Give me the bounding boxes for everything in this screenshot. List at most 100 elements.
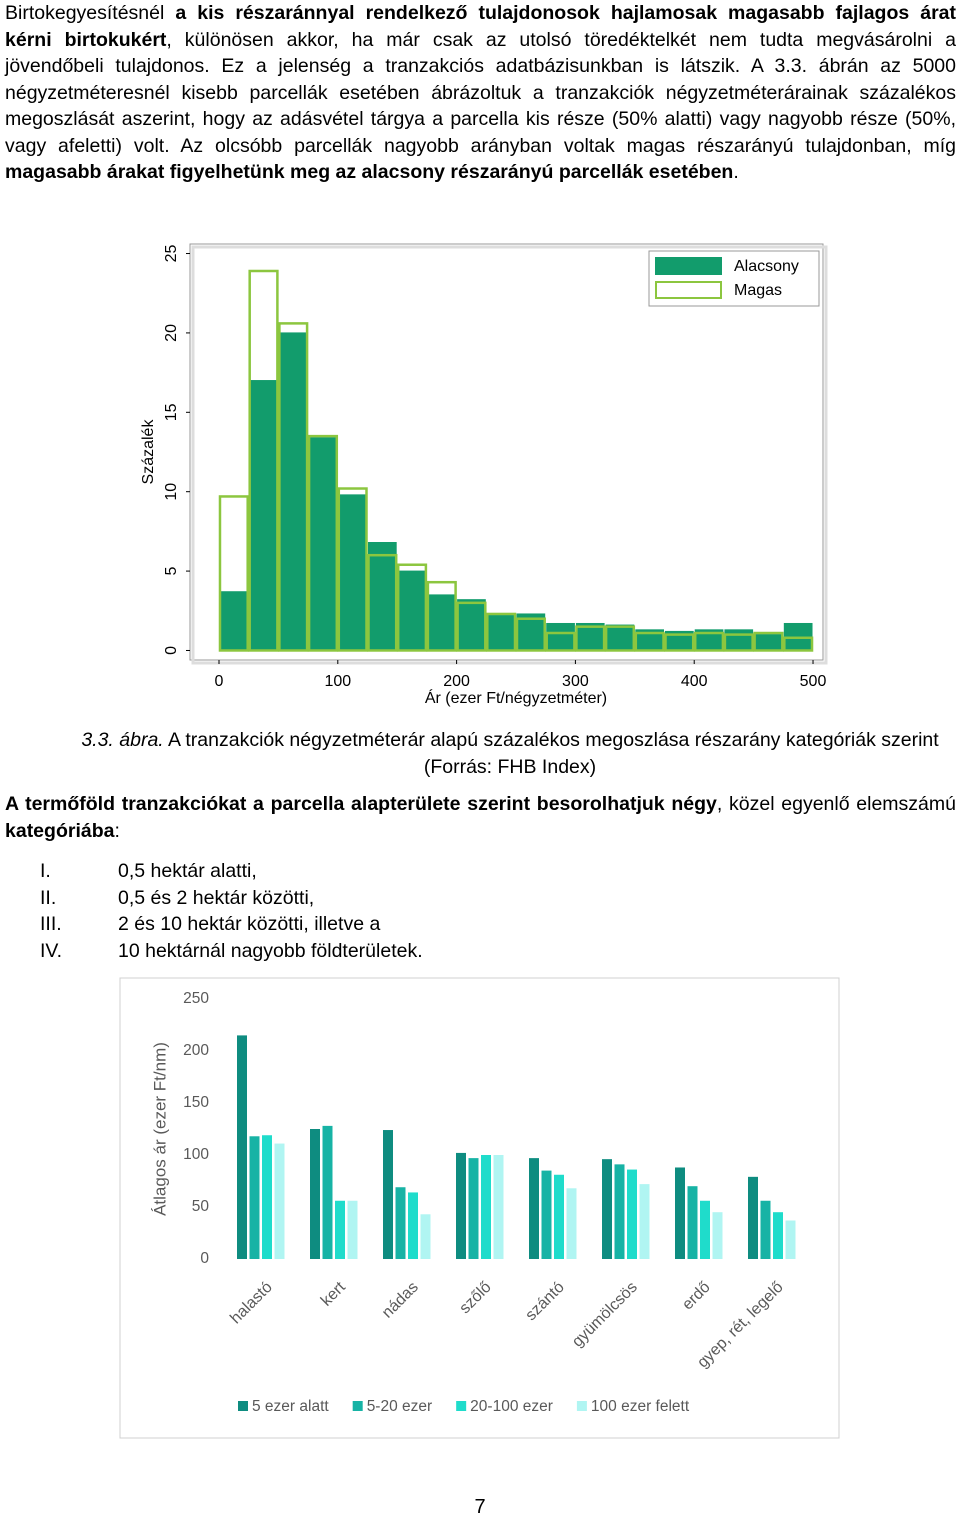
- legend-swatch: [576, 1401, 587, 1411]
- legend-label: 5 ezer alatt: [252, 1398, 329, 1415]
- list-text: 0,5 hektár alatti,: [118, 860, 257, 882]
- y-axis-label: Százalék: [140, 419, 157, 485]
- bar: [700, 1200, 710, 1259]
- legend-label: 100 ezer felett: [591, 1398, 690, 1415]
- histogram-bar: [338, 494, 367, 651]
- x-tick-label: erdő: [679, 1279, 714, 1314]
- bar: [237, 1035, 247, 1259]
- bar: [675, 1167, 685, 1259]
- text-run: .: [733, 161, 739, 183]
- x-tick-label: 0: [215, 673, 224, 690]
- bar: [712, 1212, 723, 1259]
- text-run: :: [114, 819, 120, 842]
- list-item: I. 0,5 hektár alatti,: [40, 858, 257, 885]
- x-tick-label: 300: [562, 673, 589, 690]
- bar: [262, 1135, 272, 1259]
- list-number: III.: [40, 913, 62, 935]
- bar: [760, 1200, 771, 1259]
- x-tick-label: 500: [800, 673, 827, 690]
- y-tick-label: 25: [163, 245, 180, 263]
- legend-swatch: [655, 257, 722, 275]
- x-tick-label: nádas: [379, 1279, 422, 1322]
- x-tick-label: kert: [318, 1278, 349, 1309]
- x-tick-label: szántó: [522, 1279, 567, 1324]
- histogram-bar: [248, 269, 279, 652]
- list-item: III. 2 és 10 hektár közötti, illetve a: [40, 911, 380, 938]
- histogram-bar: [693, 631, 725, 652]
- bar: [310, 1129, 320, 1259]
- bar: [420, 1214, 431, 1259]
- caption-text: A tranzakciók négyzetméterár alapú száza…: [163, 729, 939, 778]
- caption-label: 3.3. ábra.: [81, 729, 164, 751]
- y-tick-label: 100: [183, 1146, 209, 1163]
- paragraph: Birtokegyesítésnél a kis részaránnyal re…: [5, 0, 956, 186]
- bar: [481, 1155, 491, 1259]
- bar: [408, 1192, 418, 1259]
- bar: [322, 1125, 333, 1259]
- histogram-bar: [397, 570, 427, 651]
- text-run: , közel egyenlő elemszámú: [716, 793, 956, 815]
- histogram-bar: [367, 553, 398, 652]
- histogram-bar: [783, 636, 814, 652]
- list-number: I.: [40, 860, 51, 882]
- text-run: Birtokegyesítésnél: [5, 2, 176, 24]
- bar: [335, 1200, 345, 1259]
- y-tick-label: 0: [200, 1250, 209, 1267]
- bar: [785, 1220, 796, 1259]
- histogram-bar: [278, 322, 309, 652]
- bar: [249, 1136, 260, 1259]
- histogram-bar: [307, 434, 339, 652]
- caption: 3.3. ábra. A tranzakciók négyzetméterár …: [80, 727, 940, 781]
- bar: [541, 1170, 552, 1259]
- x-tick-label: gyep, rét, legelő: [694, 1279, 787, 1372]
- text-run: a kis részaránnyal rendelkező tulajdonos…: [5, 2, 956, 51]
- bar: [274, 1143, 285, 1259]
- legend-swatch: [352, 1401, 363, 1411]
- list-text: 2 és 10 hektár közötti, illetve a: [118, 913, 381, 935]
- bar: [383, 1130, 393, 1259]
- y-axis-label: Átlagos ár (ezer Ft/nm): [150, 1042, 169, 1216]
- bar: [347, 1200, 358, 1259]
- histogram-bar: [427, 594, 457, 651]
- y-tick-label: 10: [163, 483, 180, 501]
- text-run: magasabb árakat figyelhetünk meg az alac…: [5, 161, 734, 183]
- page-number: 7: [474, 1496, 486, 1518]
- histogram-bar: [396, 563, 428, 652]
- text-run: A termőföld tranzakciókat a parcella ala…: [5, 793, 717, 815]
- x-tick-label: 400: [681, 673, 708, 690]
- legend-label: Alacsony: [734, 258, 799, 275]
- histogram-bar: [664, 633, 695, 652]
- y-tick-label: 150: [183, 1094, 209, 1111]
- histogram-bar: [308, 437, 338, 651]
- histogram-bar: [724, 629, 754, 651]
- bar: [639, 1184, 650, 1259]
- bar: [602, 1159, 612, 1259]
- legend-label: Magas: [734, 282, 782, 299]
- bar: [468, 1158, 479, 1259]
- bar: [627, 1169, 637, 1259]
- list-number: II.: [40, 886, 57, 909]
- y-tick-label: 20: [163, 324, 180, 342]
- y-tick-label: 250: [183, 990, 209, 1007]
- y-tick-label: 200: [183, 1042, 209, 1059]
- histogram-bar: [575, 625, 606, 652]
- plot-shadow: [191, 245, 828, 665]
- paragraph: A termőföld tranzakciókat a parcella ala…: [5, 791, 956, 844]
- y-tick-label: 0: [163, 646, 180, 655]
- histogram-bar: [456, 601, 487, 652]
- histogram-bar: [723, 633, 754, 652]
- histogram-bar: [219, 591, 249, 651]
- x-tick-label: 100: [324, 673, 351, 690]
- legend-swatch: [238, 1401, 248, 1411]
- chart-border: [119, 977, 840, 1439]
- y-tick-label: 50: [192, 1198, 210, 1215]
- histogram-bar: [486, 612, 517, 652]
- histogram-bar: [457, 599, 486, 651]
- histogram-bar: [545, 631, 576, 652]
- bar: [687, 1186, 698, 1259]
- bar: [554, 1174, 564, 1259]
- x-tick-label: gyümölcsös: [569, 1279, 641, 1351]
- y-tick-label: 15: [163, 403, 180, 421]
- text-run: kategóriába: [5, 819, 115, 842]
